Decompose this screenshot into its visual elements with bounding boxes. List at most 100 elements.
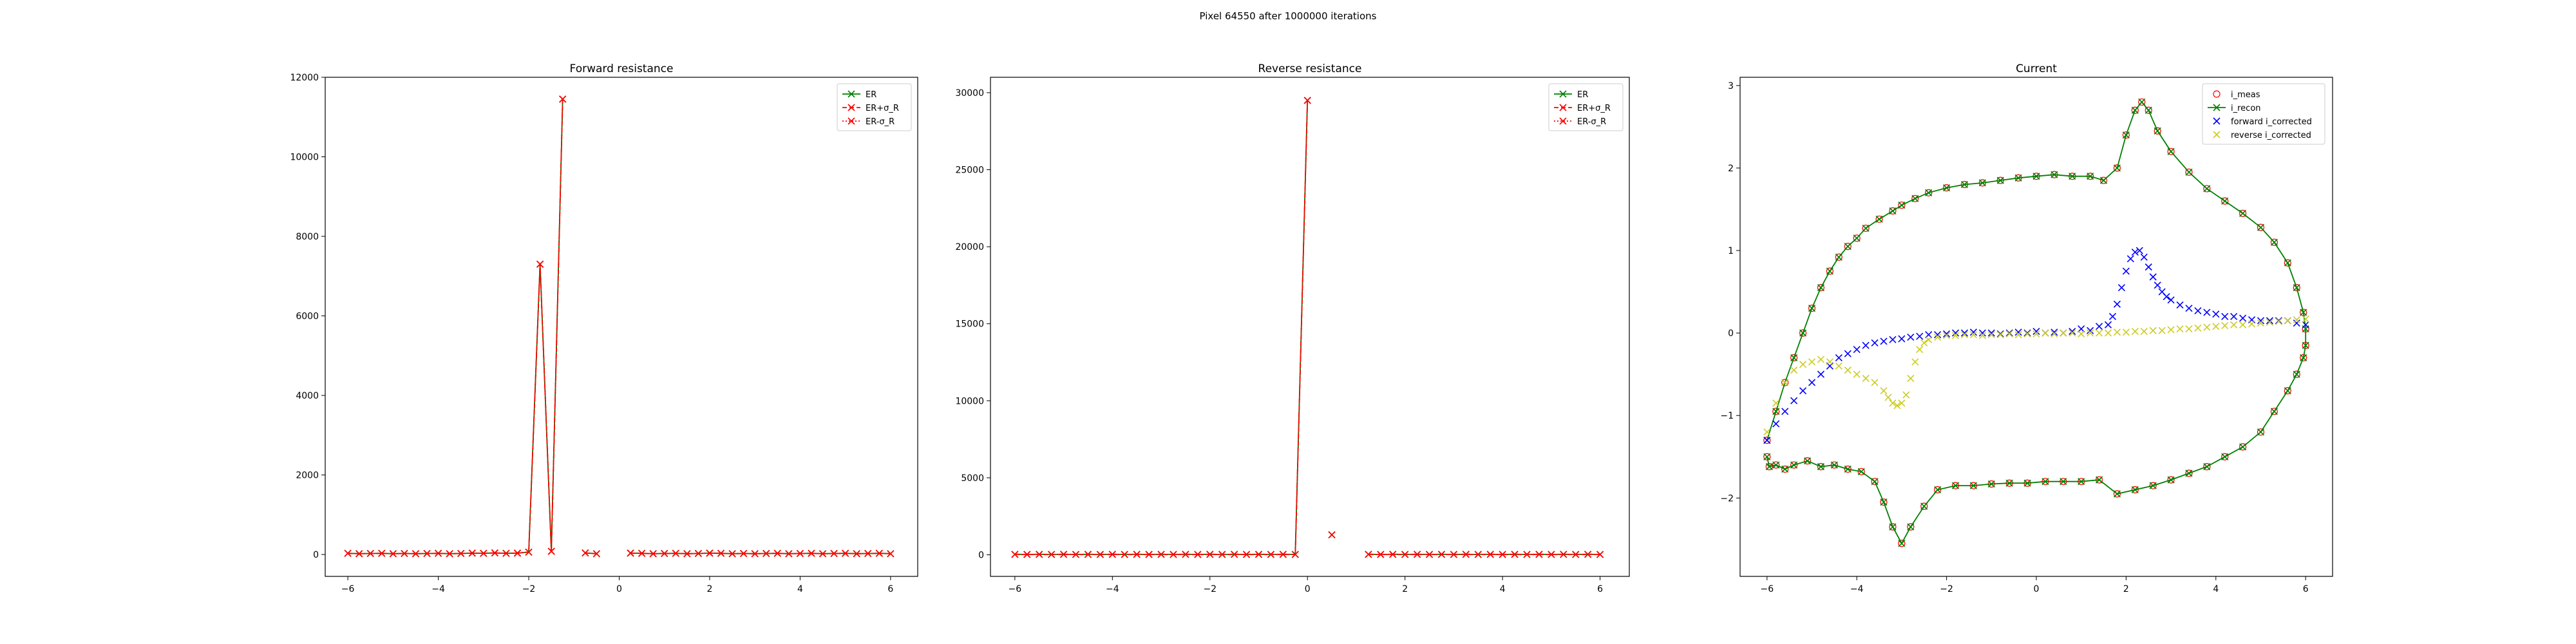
- legend-label: ER+σ_R: [866, 104, 899, 113]
- data-point: [2221, 197, 2229, 205]
- data-point: [2117, 284, 2125, 292]
- data-point: [2221, 453, 2229, 460]
- series-er: [1011, 97, 1604, 558]
- series-er-r: [1011, 97, 1604, 558]
- data-point: [864, 549, 872, 558]
- data-point: [1763, 453, 1771, 460]
- data-point: [627, 549, 634, 557]
- data-point: [1826, 358, 1833, 366]
- data-point: [1060, 551, 1068, 558]
- data-point: [1765, 463, 1773, 471]
- data-point: [1835, 253, 1842, 261]
- data-point: [355, 550, 363, 558]
- data-point: [2050, 328, 2058, 336]
- data-point: [1884, 393, 1892, 401]
- x-tick-label: 0: [616, 584, 622, 594]
- data-point: [2176, 301, 2184, 309]
- y-tick-label: 2000: [296, 471, 319, 481]
- data-point: [2149, 273, 2157, 281]
- legend: ER ER+σ_R ER-σ_R: [1548, 83, 1624, 131]
- data-point: [2108, 312, 2117, 321]
- x-tick-label: −6: [1009, 584, 1022, 594]
- chart-panel-3: Current −6 −4 −2 0 2 4 6 −2 −1 0 1 2 3 i_meas i_reconfo…: [1720, 62, 2333, 594]
- data-point: [1844, 465, 1852, 473]
- data-point: [1871, 339, 1879, 347]
- series-line: [1014, 100, 1600, 555]
- data-point: [1969, 328, 1977, 336]
- data-point: [491, 549, 498, 557]
- data-point: [2257, 428, 2265, 436]
- data-point: [2158, 327, 2166, 334]
- data-point: [2154, 281, 2161, 289]
- data-point: [1987, 329, 1995, 337]
- data-point: [2113, 164, 2121, 172]
- data-point: [1548, 551, 1555, 558]
- data-point: [2185, 469, 2193, 477]
- data-point: [1943, 332, 1951, 339]
- x-tick-label: −4: [1850, 584, 1864, 594]
- legend-marker: [1559, 90, 1567, 98]
- data-point: [2248, 320, 2256, 328]
- data-point: [2087, 173, 2094, 180]
- y-tick-label: −1: [1720, 411, 1734, 421]
- data-point: [389, 550, 397, 558]
- data-point: [2270, 408, 2278, 415]
- data-point: [1844, 243, 1852, 251]
- legend-entry: ER: [1554, 90, 1588, 100]
- data-point: [1036, 551, 1043, 558]
- data-point: [1763, 428, 1771, 436]
- data-point: [1893, 402, 1901, 410]
- data-point: [1835, 362, 1842, 370]
- data-point: [2104, 329, 2112, 337]
- data-point: [480, 549, 488, 557]
- y-tick-label: 25000: [955, 166, 984, 176]
- data-point: [2194, 307, 2202, 315]
- data-point: [706, 549, 714, 557]
- data-point: [1987, 331, 1995, 339]
- series-er-r: [344, 95, 895, 558]
- data-point: [2113, 490, 2121, 498]
- data-point: [502, 549, 510, 557]
- data-point: [1996, 330, 2004, 337]
- data-point: [2145, 106, 2152, 114]
- data-point: [2302, 341, 2309, 349]
- data-point: [1889, 207, 1897, 215]
- y-tick-label: 0: [978, 551, 984, 561]
- data-point: [1121, 551, 1128, 558]
- data-point: [2122, 267, 2130, 275]
- data-point: [1291, 551, 1299, 558]
- data-point: [1907, 374, 1915, 383]
- data-point: [547, 547, 555, 555]
- data-point: [446, 550, 453, 558]
- legend-label: i_meas: [2231, 90, 2260, 100]
- data-point: [2126, 255, 2134, 263]
- data-point: [2221, 197, 2229, 205]
- data-point: [1499, 551, 1506, 558]
- legend-entry: ER-σ_R: [842, 117, 895, 127]
- data-point: [1194, 551, 1202, 558]
- data-point: [1803, 457, 1812, 465]
- y-tick-label: 1: [1728, 246, 1734, 256]
- data-point: [1826, 267, 1833, 275]
- series-line: [1766, 100, 2307, 545]
- data-point: [1799, 329, 1807, 337]
- y-tick-label: 3: [1728, 81, 1734, 91]
- data-point: [2104, 321, 2112, 328]
- data-point: [559, 95, 567, 103]
- data-point: [1978, 332, 1986, 339]
- data-point: [1880, 337, 1888, 345]
- data-point: [1911, 358, 1919, 366]
- data-point: [2131, 249, 2139, 256]
- data-point: [2122, 328, 2130, 336]
- data-point: [2266, 317, 2273, 325]
- data-point: [1844, 350, 1852, 357]
- data-point: [1790, 397, 1798, 404]
- data-point: [1781, 408, 1789, 415]
- data-point: [1978, 329, 1986, 337]
- x-tick-label: 0: [2034, 584, 2040, 594]
- legend-label: forward i_corrected: [2231, 117, 2312, 127]
- data-point: [2230, 312, 2238, 321]
- data-point: [2014, 331, 2022, 339]
- legend-marker: [2213, 90, 2221, 98]
